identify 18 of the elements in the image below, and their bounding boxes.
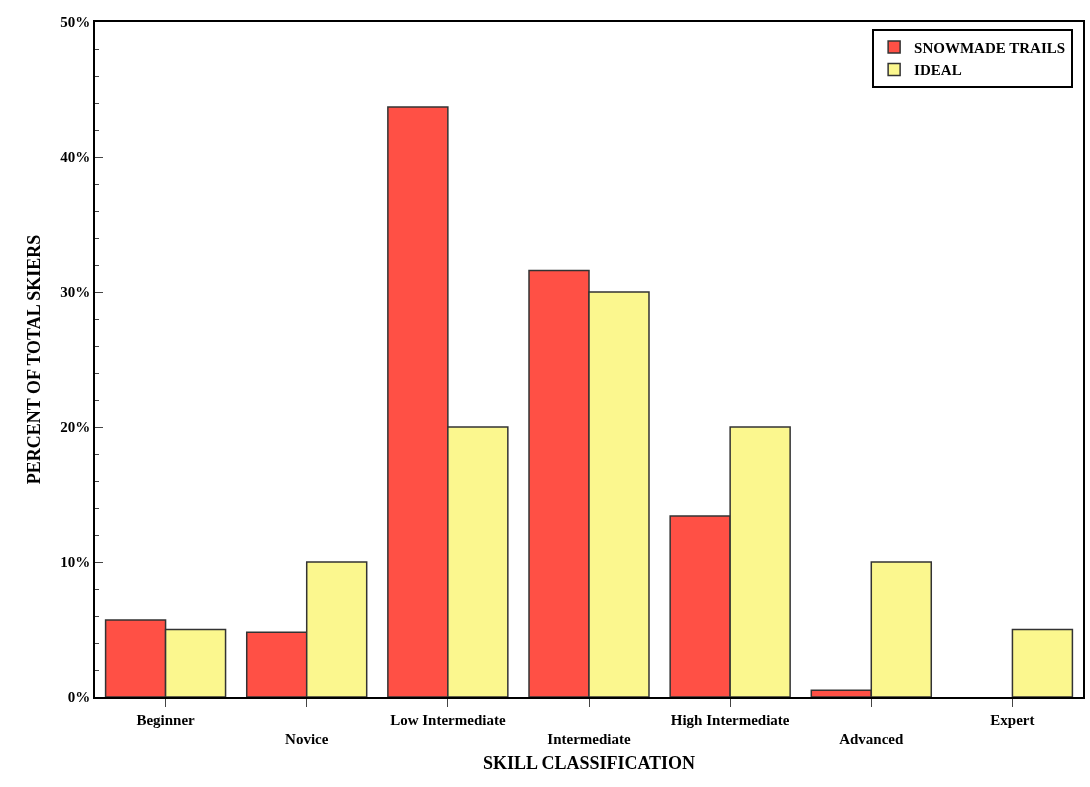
- y-tick-label: 0%: [67, 689, 91, 706]
- x-axis-title: SKILL CLASSIFICATION: [482, 752, 696, 773]
- x-tick-label: Expert: [990, 711, 1035, 728]
- y-axis-title: PERCENT OF TOTAL SKIERS: [23, 234, 44, 485]
- x-tick-label: Novice: [285, 731, 329, 748]
- x-tick-label: Low Intermediate: [390, 711, 506, 728]
- legend-label: SNOWMADE TRAILS: [914, 39, 1066, 56]
- y-tick-label: 30%: [60, 284, 91, 301]
- bar: [1011, 628, 1074, 697]
- x-tick-label: Intermediate: [547, 731, 631, 748]
- y-tick-label: 50%: [60, 14, 91, 31]
- x-tick-label: Advanced: [839, 731, 905, 748]
- x-tick-label: Beginner: [136, 711, 196, 728]
- y-tick-label: 10%: [60, 554, 91, 571]
- y-tick-label: 20%: [60, 419, 91, 436]
- y-tick-label: 40%: [60, 149, 91, 166]
- x-tick-label: High Intermediate: [670, 711, 790, 728]
- legend-label: IDEAL: [914, 62, 962, 79]
